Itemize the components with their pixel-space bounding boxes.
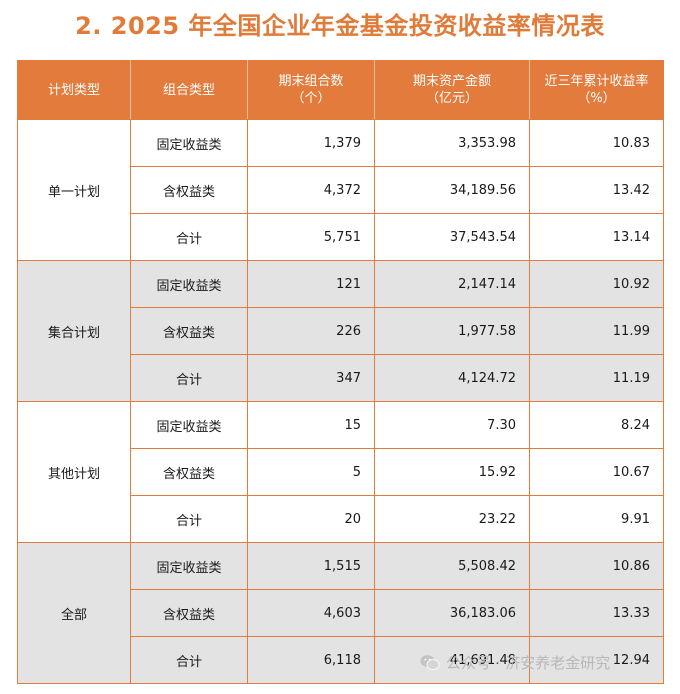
portfolio-count-cell: 6,118 <box>247 636 375 684</box>
return-rate-cell: 9.91 <box>529 495 664 543</box>
portfolio-count-cell: 20 <box>247 495 375 543</box>
portfolio-type-cell: 含权益类 <box>130 448 248 496</box>
table-row: 集合计划 固定收益类 121 2,147.14 10.92 <box>17 260 664 402</box>
portfolio-count-cell: 4,372 <box>247 166 375 214</box>
plan-group-single: 单一计划 固定收益类 1,379 3,353.98 10.83 含权益类 4,3… <box>17 119 664 261</box>
return-rate-cell: 12.94 <box>529 636 664 684</box>
page-title: 2. 2025 年全国企业年金基金投资收益率情况表 <box>75 12 605 40</box>
portfolio-count-cell: 347 <box>247 354 375 402</box>
portfolio-type-cell: 固定收益类 <box>130 260 248 308</box>
table-row: 含权益类 226 1,977.58 11.99 <box>18 307 664 355</box>
asset-amount-cell: 23.22 <box>374 495 530 543</box>
table-row: 合计 20 23.22 9.91 <box>18 495 664 543</box>
table-header-row: 计划类型 组合类型 期末组合数 （个） 期末资产金额 （亿元） 近三年累计收益率… <box>17 60 664 120</box>
return-rate-cell: 10.83 <box>529 119 664 167</box>
portfolio-type-cell: 合计 <box>130 354 248 402</box>
portfolio-count-cell: 15 <box>247 401 375 449</box>
header-asset-amount: 期末资产金额 （亿元） <box>374 60 530 120</box>
return-rate-cell: 13.42 <box>529 166 664 214</box>
portfolio-type-cell: 固定收益类 <box>130 401 248 449</box>
asset-amount-cell: 36,183.06 <box>374 589 530 637</box>
portfolio-type-cell: 合计 <box>130 213 248 261</box>
portfolio-count-cell: 1,379 <box>247 119 375 167</box>
asset-amount-cell: 41,691.48 <box>374 636 530 684</box>
portfolio-type-cell: 合计 <box>130 636 248 684</box>
portfolio-type-cell: 含权益类 <box>130 166 248 214</box>
table-row: 合计 6,118 41,691.48 12.94 <box>18 636 664 684</box>
plan-group-other: 其他计划 固定收益类 15 7.30 8.24 含权益类 5 15.92 10.… <box>17 401 664 543</box>
plan-type-cell: 集合计划 <box>17 260 131 402</box>
return-rate-cell: 10.67 <box>529 448 664 496</box>
return-rate-cell: 10.86 <box>529 542 664 590</box>
plan-group-all: 全部 固定收益类 1,515 5,508.42 10.86 含权益类 4,603… <box>17 542 664 684</box>
portfolio-count-cell: 5,751 <box>247 213 375 261</box>
asset-amount-cell: 34,189.56 <box>374 166 530 214</box>
table-row: 合计 5,751 37,543.54 13.14 <box>18 213 664 261</box>
return-rate-cell: 11.99 <box>529 307 664 355</box>
table-row: 单一计划 固定收益类 1,379 3,353.98 10.83 <box>17 119 664 261</box>
table-row: 其他计划 固定收益类 15 7.30 8.24 <box>17 401 664 543</box>
portfolio-count-cell: 121 <box>247 260 375 308</box>
asset-amount-cell: 5,508.42 <box>374 542 530 590</box>
portfolio-type-cell: 含权益类 <box>130 307 248 355</box>
portfolio-count-cell: 5 <box>247 448 375 496</box>
asset-amount-cell: 15.92 <box>374 448 530 496</box>
return-rate-cell: 11.19 <box>529 354 664 402</box>
wechat-icon <box>420 654 440 671</box>
asset-amount-cell: 4,124.72 <box>374 354 530 402</box>
portfolio-count-cell: 4,603 <box>247 589 375 637</box>
table-row: 合计 347 4,124.72 11.19 <box>18 354 664 402</box>
asset-amount-cell: 3,353.98 <box>374 119 530 167</box>
asset-amount-cell: 1,977.58 <box>374 307 530 355</box>
plan-type-cell: 单一计划 <box>17 119 131 261</box>
portfolio-type-cell: 固定收益类 <box>130 119 248 167</box>
return-rate-cell: 10.92 <box>529 260 664 308</box>
pension-return-table: 计划类型 组合类型 期末组合数 （个） 期末资产金额 （亿元） 近三年累计收益率… <box>17 60 664 684</box>
table-row: 含权益类 5 15.92 10.67 <box>18 448 664 496</box>
table-row: 含权益类 4,372 34,189.56 13.42 <box>18 166 664 214</box>
table-row: 全部 固定收益类 1,515 5,508.42 10.86 <box>17 542 664 684</box>
header-plan-type: 计划类型 <box>17 60 131 120</box>
header-portfolio-type: 组合类型 <box>130 60 248 120</box>
return-rate-cell: 13.14 <box>529 213 664 261</box>
asset-amount-cell: 37,543.54 <box>374 213 530 261</box>
portfolio-type-cell: 合计 <box>130 495 248 543</box>
plan-group-collective: 集合计划 固定收益类 121 2,147.14 10.92 含权益类 226 1… <box>17 260 664 402</box>
asset-amount-cell: 7.30 <box>374 401 530 449</box>
header-portfolio-count: 期末组合数 （个） <box>247 60 375 120</box>
plan-type-cell: 全部 <box>17 542 131 684</box>
portfolio-count-cell: 1,515 <box>247 542 375 590</box>
portfolio-type-cell: 固定收益类 <box>130 542 248 590</box>
wechat-watermark: 公众号 · 济安养老金研究 <box>420 652 610 673</box>
watermark-text: 公众号 · 济安养老金研究 <box>446 654 611 672</box>
portfolio-type-cell: 含权益类 <box>130 589 248 637</box>
asset-amount-cell: 2,147.14 <box>374 260 530 308</box>
header-return-rate: 近三年累计收益率 （%） <box>529 60 664 120</box>
return-rate-cell: 13.33 <box>529 589 664 637</box>
return-rate-cell: 8.24 <box>529 401 664 449</box>
table-row: 含权益类 4,603 36,183.06 13.33 <box>18 589 664 637</box>
portfolio-count-cell: 226 <box>247 307 375 355</box>
plan-type-cell: 其他计划 <box>17 401 131 543</box>
